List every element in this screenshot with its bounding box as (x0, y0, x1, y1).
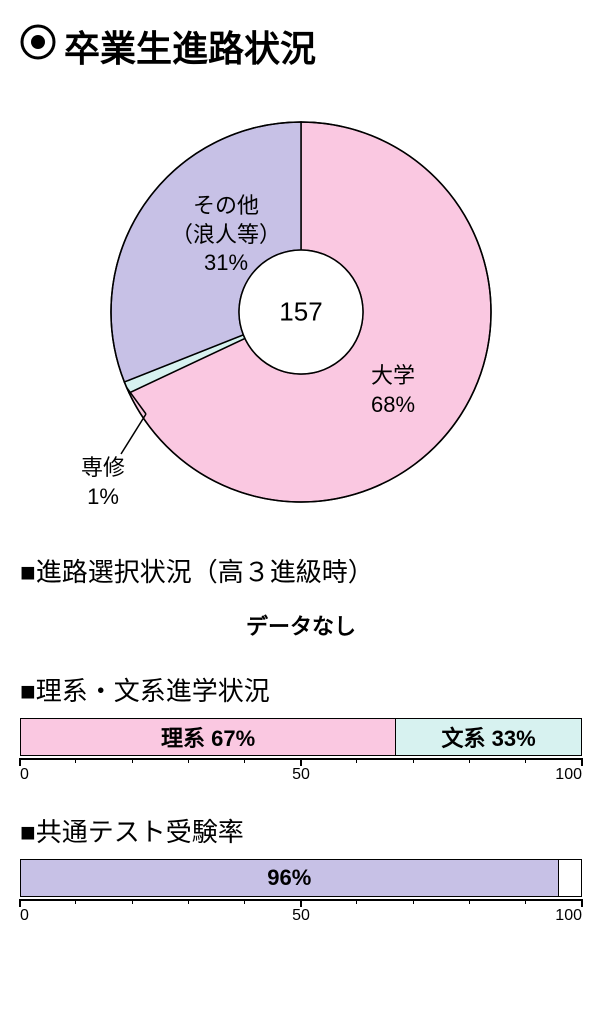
hbar-segment: 理系 67% (21, 719, 396, 755)
section3-chart: 96% 0 50 100 (20, 859, 582, 923)
section3-title: ■共通テスト受験率 (20, 812, 582, 849)
section1-title: ■進路選択状況（高３進級時） (20, 552, 582, 589)
scale-label: 50 (292, 907, 310, 925)
page-title: 卒業生進路状況 (20, 20, 582, 72)
title-bullet-icon (20, 24, 56, 69)
donut-center-value: 157 (279, 297, 322, 328)
section2-chart: 理系 67%文系 33% 0 50 100 (20, 718, 582, 782)
scale-label: 0 (20, 766, 29, 784)
section2-title: ■理系・文系進学状況 (20, 671, 582, 708)
hbar-segment (559, 860, 581, 896)
scale-label: 0 (20, 907, 29, 925)
page-title-text: 卒業生進路状況 (64, 20, 316, 72)
donut-slice-label: その他（浪人等）31% (171, 192, 281, 278)
hbar-segment: 文系 33% (396, 719, 581, 755)
hbar-segment: 96% (21, 860, 559, 896)
donut-chart: 157 大学68%専修1%その他（浪人等）31% (91, 102, 511, 522)
donut-slice-label: 大学68% (371, 362, 415, 419)
scale-label: 100 (555, 907, 582, 925)
scale-label: 100 (555, 766, 582, 784)
scale-label: 50 (292, 766, 310, 784)
donut-slice-label: 専修1% (81, 454, 125, 511)
section1-no-data: データなし (20, 609, 582, 641)
